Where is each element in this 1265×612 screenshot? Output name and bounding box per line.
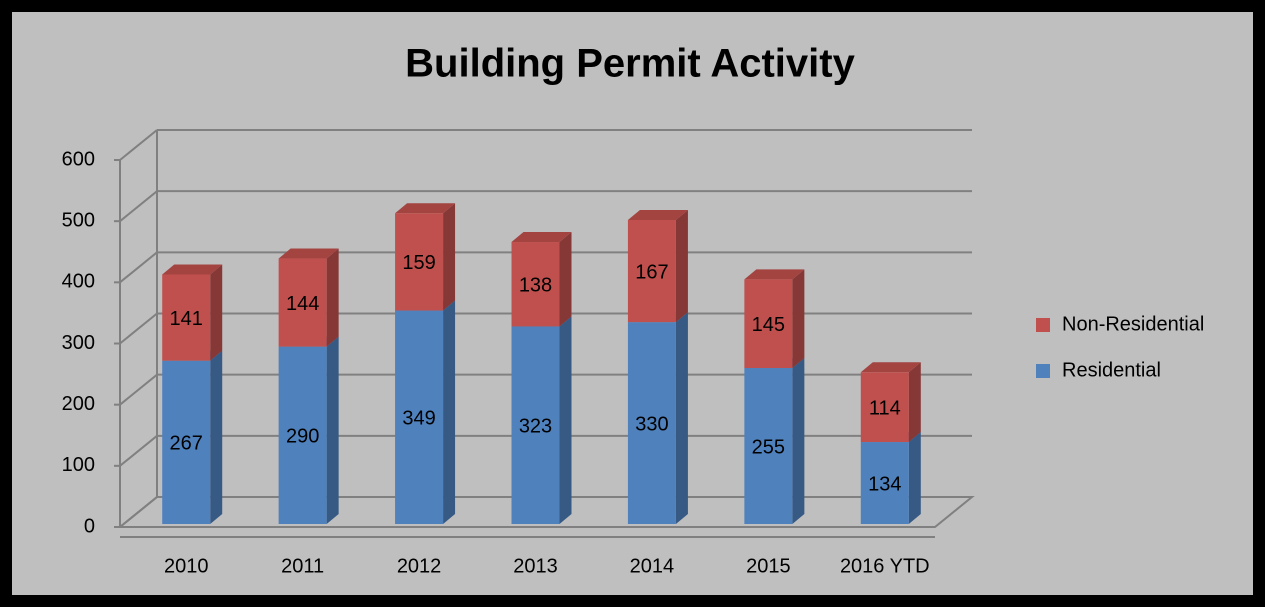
legend-swatch (1036, 364, 1050, 378)
data-label: 267 (170, 433, 203, 455)
data-label: 144 (286, 293, 319, 315)
bar-side (675, 312, 688, 524)
data-label: 255 (752, 436, 785, 458)
bar (511, 242, 560, 327)
y-tick-label: 0 (84, 515, 95, 537)
bar (744, 279, 793, 369)
data-label: 323 (519, 415, 552, 437)
bar (744, 368, 793, 524)
bar (278, 258, 327, 347)
data-label: 134 (868, 473, 901, 495)
legend-label: Non-Residential (1062, 313, 1204, 335)
data-label: 167 (635, 261, 668, 283)
bar-side (443, 300, 456, 524)
grid-line (119, 251, 158, 284)
grid-line (119, 312, 158, 345)
y-tick-label: 300 (62, 332, 95, 354)
bar-side (559, 316, 572, 524)
y-tick-label: 200 (62, 393, 95, 415)
bar-top (744, 269, 805, 280)
data-label: 330 (635, 413, 668, 435)
x-tick-label: 2010 (164, 555, 209, 577)
bar-side (326, 248, 339, 347)
bar (162, 360, 211, 524)
data-label: 138 (519, 275, 552, 297)
grid-line (119, 496, 158, 528)
bar-top (162, 264, 223, 275)
x-tick-label: 2016 YTD (840, 555, 930, 577)
y-tick-label: 500 (62, 209, 95, 231)
legend-label: Residential (1062, 359, 1161, 381)
x-tick-label: 2011 (281, 555, 324, 577)
x-tick-label: 2015 (746, 555, 791, 577)
data-label: 290 (286, 426, 319, 448)
bar-side (792, 358, 805, 524)
x-tick-label: 2013 (513, 555, 558, 577)
bar-top (627, 210, 688, 221)
data-label: 349 (402, 408, 435, 430)
y-tick-label: 600 (62, 148, 95, 170)
bar-side (210, 350, 223, 524)
chart-title: Building Permit Activity (405, 42, 855, 86)
bar (162, 274, 211, 361)
data-label: 145 (752, 314, 785, 336)
bar (395, 310, 444, 524)
data-label: 114 (869, 397, 901, 419)
bar-side (908, 432, 921, 524)
data-label: 141 (170, 308, 203, 330)
grid-line (119, 435, 158, 467)
bar-side (792, 269, 805, 369)
bar (627, 322, 676, 524)
bar-side (443, 203, 456, 311)
bar (860, 442, 909, 524)
bar-top (860, 362, 921, 373)
bar (860, 372, 909, 443)
bar (278, 346, 327, 524)
bar-top (395, 203, 456, 214)
x-tick-label: 2014 (630, 555, 675, 577)
bar (395, 213, 444, 311)
bar-side (908, 362, 921, 443)
bar (511, 326, 560, 524)
grid-line (119, 373, 158, 406)
y-tick-label: 400 (62, 271, 95, 293)
grid-line (119, 129, 158, 161)
bar-side (559, 232, 572, 327)
bar (627, 220, 676, 323)
legend-swatch (1036, 318, 1050, 332)
x-tick-label: 2012 (397, 555, 442, 577)
y-tick-label: 100 (62, 454, 95, 476)
grid-line (119, 190, 158, 222)
bar-side (210, 264, 223, 361)
bar-top (278, 248, 339, 259)
bar-top (511, 232, 572, 243)
bar-side (675, 210, 688, 323)
data-label: 159 (402, 252, 435, 274)
bar-side (326, 336, 339, 524)
